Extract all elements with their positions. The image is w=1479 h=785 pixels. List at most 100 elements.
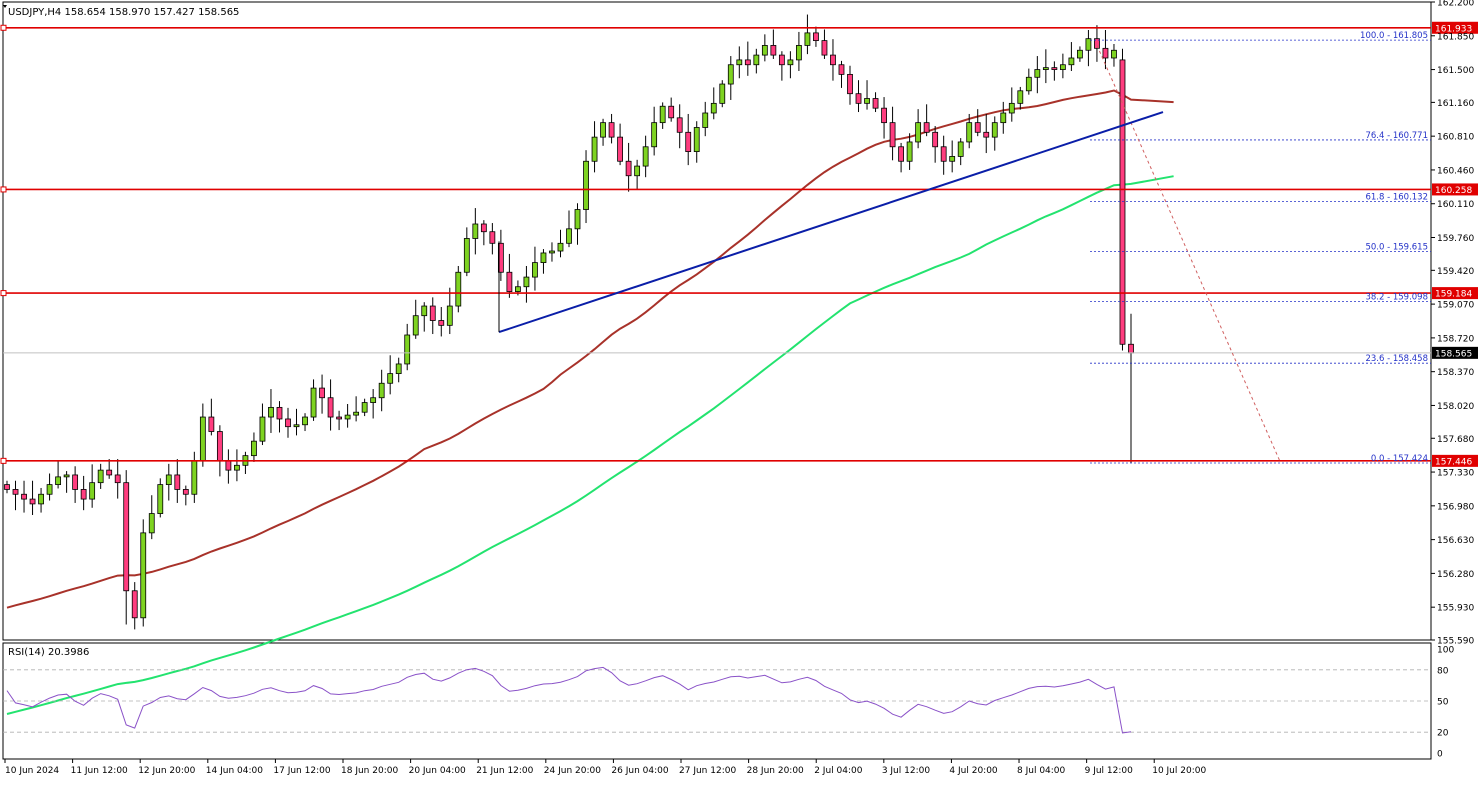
x-tick-label: 10 Jul 20:00 [1152,766,1206,776]
candle-body [549,250,555,254]
candle-body [497,242,504,273]
candle-body [668,105,675,119]
x-tick-label: 26 Jun 04:00 [611,766,668,776]
candle-body [778,54,785,66]
candle-body [55,476,61,486]
x-tick-label: 10 Jun 2024 [5,766,59,776]
candle-body [540,252,547,264]
candle-body [1008,102,1015,114]
rsi-axis-label: 80 [1437,666,1449,676]
candle-body [872,98,879,109]
candle-body [80,489,87,500]
y-tick-label: 157.680 [1437,435,1474,445]
candle-body [770,45,777,56]
candle-body [591,136,598,162]
x-tick-label: 8 Jul 04:00 [1017,766,1066,776]
candle-body [216,431,223,461]
candle-body [1059,64,1066,70]
candle-body [1102,47,1109,59]
candle-body [148,513,155,534]
candle-body [327,397,334,418]
candle-body [659,105,666,124]
y-tick-label: 156.980 [1437,502,1474,512]
candle-body [940,146,947,162]
trendline[interactable] [498,111,1164,334]
x-tick-label: 18 Jun 20:00 [341,766,398,776]
x-tick-label: 20 Jun 04:00 [409,766,466,776]
candle-body [1128,343,1134,354]
candle-body [600,122,606,138]
price-tag-label: 161.933 [1435,24,1472,34]
candle-body [302,416,308,426]
candle-body [710,102,717,114]
candle-body [566,228,572,244]
current-price-tag: 158.565 [1435,349,1472,359]
candle-body [353,411,360,416]
candle-body [157,484,164,514]
candle-body [753,54,760,66]
candle-body [208,416,215,432]
rsi-line [6,666,1132,734]
candle-body [506,271,513,292]
projection-line[interactable] [1096,45,1281,462]
price-tag-bg [1432,287,1478,300]
y-tick-label: 160.460 [1437,166,1474,176]
candle-body [97,469,104,484]
candle-body [268,406,274,418]
level-handle[interactable] [0,186,7,193]
fib-level-label: 23.6 - 158.458 [1365,354,1428,364]
candle-body [821,40,828,56]
candle-body [796,45,802,61]
candle-body [813,32,819,42]
candle-body [259,416,266,442]
candle-body [906,141,913,162]
candle-body [855,93,862,104]
candle-body [455,271,462,307]
x-tick-label: 17 Jun 12:00 [273,766,330,776]
candle-body [881,107,887,124]
candle-body [847,73,853,95]
candle-body [864,98,870,104]
y-tick-label: 158.720 [1437,334,1474,344]
level-handle[interactable] [0,24,7,31]
level-handle[interactable] [0,290,7,297]
rsi-axis-label: 20 [1437,729,1449,739]
header-triangle-icon [3,5,7,8]
candle-body [480,223,487,233]
candle-body [991,122,998,138]
candle-body [38,493,44,505]
candle-body [949,156,956,162]
x-tick-label: 4 Jul 20:00 [949,766,998,776]
y-tick-label: 161.850 [1437,32,1474,42]
level-handle[interactable] [0,457,7,464]
candle-body [1000,112,1007,124]
main-plot-frame [2,1,1432,641]
candle-body [557,242,564,252]
candle-body [234,464,240,471]
price-tag-bg [1432,21,1478,34]
moving-average-slow [6,89,1174,609]
y-tick-label: 158.370 [1437,368,1474,378]
y-tick-label: 157.330 [1437,469,1474,479]
x-tick-label: 3 Jul 12:00 [882,766,931,776]
candle-body [395,363,402,375]
candle-body [761,45,768,56]
rsi-axis-label: 0 [1437,750,1443,760]
candle-body [736,59,743,66]
y-tick-label: 160.110 [1437,200,1474,210]
candle-body [89,482,96,500]
candle-body [702,112,709,128]
x-tick-label: 21 Jun 12:00 [476,766,533,776]
candle-body [114,474,121,484]
candle-body [983,131,990,138]
candle-body [463,238,470,273]
y-tick-label: 159.070 [1437,301,1474,311]
y-tick-label: 160.810 [1437,133,1474,143]
price-tag-label: 160.258 [1435,186,1472,196]
symbol-header: USDJPY,H4 158.654 158.970 157.427 158.56… [8,7,239,18]
x-tick-label: 9 Jul 12:00 [1085,766,1134,776]
fib-level-label: 0.0 - 157.424 [1371,454,1428,464]
candle-body [174,474,181,490]
y-tick-label: 161.160 [1437,99,1474,109]
